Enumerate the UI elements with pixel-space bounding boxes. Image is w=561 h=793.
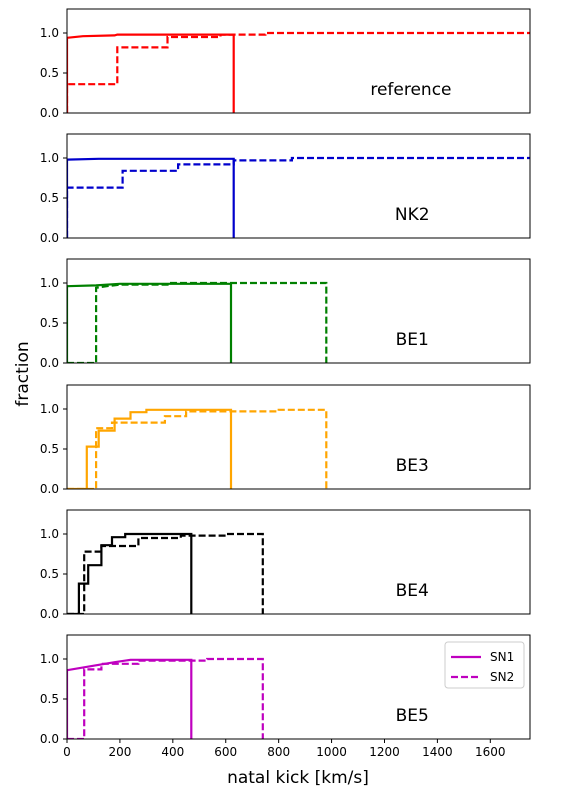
legend-label-sn1: SN1 (490, 650, 514, 664)
panel-label: reference (370, 80, 451, 100)
series-sn2-reference (67, 31, 530, 113)
panel-be3: 0.0 0.5 1.0 BE3 (40, 384, 531, 496)
axes-frame (66, 258, 531, 364)
series-sn2-be4 (67, 532, 264, 614)
y-tick-label: 0.5 (40, 692, 59, 706)
series-sn2-be3 (67, 408, 328, 489)
panel-label: BE3 (396, 456, 429, 476)
panel-be5: 0.0 0.5 1.0 BE5 0 200 400 600 800 1000 1200 1400 160… (40, 634, 531, 759)
series-group (67, 657, 264, 739)
panel-be1: 0.0 0.5 1.0 BE1 (40, 258, 531, 370)
panel-label: NK2 (395, 205, 430, 225)
panels: 0.0 0.5 1.0 reference 0.0 0.5 1.0 NK2 0.0 0.5 1.0 B… (40, 8, 531, 759)
y-tick-label: 0.0 (40, 482, 59, 496)
y-tick-label: 0.0 (40, 607, 59, 621)
series-sn1-nk2 (67, 157, 235, 238)
y-tick-label: 0.0 (40, 732, 59, 746)
y-tick-label: 0.5 (40, 316, 59, 330)
series-sn1-reference (67, 33, 235, 113)
y-tick-label: 0.5 (40, 442, 59, 456)
axes-frame (66, 384, 531, 490)
x-tick-label: 1600 (475, 745, 506, 759)
series-sn1-be3 (67, 408, 233, 489)
y-tick-label: 1.0 (40, 402, 59, 416)
x-tick-label: 400 (161, 745, 184, 759)
y-tick-label: 0.5 (40, 567, 59, 581)
panel-be4: 0.0 0.5 1.0 BE4 (40, 509, 531, 621)
y-tick-label: 0.5 (40, 66, 59, 80)
y-tick-label: 1.0 (40, 527, 59, 541)
y-axis-label: fraction (13, 341, 33, 406)
series-group (67, 281, 328, 363)
series-sn1-be5 (67, 658, 193, 739)
series-sn2-be1 (67, 281, 328, 363)
axes-frame (66, 509, 531, 615)
y-tick-label: 1.0 (40, 26, 59, 40)
x-axis-label: natal kick [km/s] (227, 768, 369, 788)
y-tick-label: 1.0 (40, 652, 59, 666)
x-tick-label: 600 (214, 745, 237, 759)
y-tick-label: 1.0 (40, 151, 59, 165)
panel-reference: 0.0 0.5 1.0 reference (40, 8, 531, 120)
axes-frame (66, 133, 531, 239)
x-tick-label: 200 (108, 745, 131, 759)
axes-frame (66, 634, 531, 740)
panel-label: BE1 (396, 330, 429, 350)
panel-nk2: 0.0 0.5 1.0 NK2 (40, 133, 531, 245)
panel-label: BE5 (396, 706, 429, 726)
series-sn2-nk2 (67, 156, 530, 238)
x-tick-label: 0 (63, 745, 71, 759)
axes-frame (66, 8, 531, 114)
legend-label-sn2: SN2 (490, 670, 514, 684)
y-tick-label: 0.5 (40, 191, 59, 205)
panel-label: BE4 (396, 581, 429, 601)
x-tick-label: 1200 (369, 745, 400, 759)
y-tick-label: 0.0 (40, 106, 59, 120)
x-tick-label: 1400 (422, 745, 453, 759)
series-group (67, 408, 328, 489)
series-group (67, 532, 264, 614)
series-sn1-be1 (67, 282, 233, 363)
series-sn2-be5 (67, 657, 264, 739)
y-tick-label: 1.0 (40, 276, 59, 290)
x-tick-label: 800 (267, 745, 290, 759)
series-group (67, 156, 530, 238)
y-tick-label: 0.0 (40, 231, 59, 245)
x-tick-label: 1000 (316, 745, 347, 759)
y-tick-label: 0.0 (40, 356, 59, 370)
series-group (67, 31, 530, 113)
